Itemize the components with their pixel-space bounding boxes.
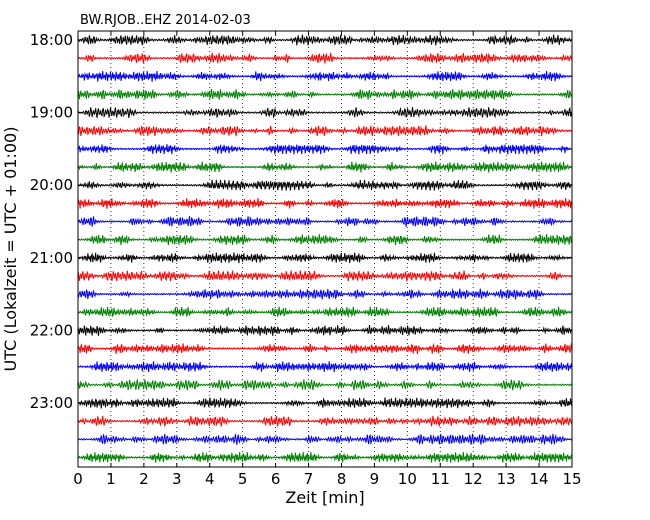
trace-line [77, 34, 573, 46]
x-tick-label: 6 [271, 470, 281, 488]
y-tick-label: 21:00 [30, 249, 73, 267]
trace-line [77, 144, 573, 155]
trace-line [77, 197, 573, 209]
y-tick-label: 19:00 [30, 104, 73, 122]
x-tick-label: 3 [172, 470, 182, 488]
x-axis-label: Zeit [min] [285, 488, 364, 507]
x-tick-label: 2 [139, 470, 149, 488]
x-tick-label: 1 [106, 470, 116, 488]
x-tick-label: 15 [562, 470, 581, 488]
x-tick-label: 10 [398, 470, 417, 488]
y-tick-label: 22:00 [30, 321, 73, 339]
trace-line [77, 324, 573, 336]
trace-line [77, 252, 573, 264]
y-axis-label: UTC (Lokalzeit = UTC + 01:00) [1, 127, 20, 372]
trace-line [77, 415, 573, 428]
trace-line [77, 234, 573, 246]
grid-lines [110, 31, 540, 467]
trace-line [77, 306, 573, 319]
trace-line [77, 397, 573, 409]
plot-frame [77, 30, 573, 468]
trace-line [77, 52, 573, 65]
x-tick-label: 7 [304, 470, 314, 488]
trace-line [77, 106, 573, 119]
x-tick-label: 5 [238, 470, 248, 488]
x-tick-label: 8 [337, 470, 347, 488]
x-axis-ticks: 0 1 2 3 4 5 6 7 8 9 10 11 12 13 14 15 [73, 31, 582, 488]
y-tick-label: 18:00 [30, 31, 73, 49]
trace-line [77, 451, 573, 463]
trace-line [77, 161, 573, 173]
x-tick-label: 14 [530, 470, 549, 488]
x-tick-label: 0 [73, 470, 83, 488]
x-tick-label: 13 [497, 470, 516, 488]
x-tick-label: 12 [464, 470, 483, 488]
y-tick-label: 23:00 [30, 394, 73, 412]
x-tick-label: 9 [370, 470, 380, 488]
trace-line [77, 342, 573, 355]
trace-line [77, 379, 573, 392]
trace-line [77, 216, 573, 228]
chart-title: BW.RJOB..EHZ 2014-02-03 [80, 13, 251, 28]
trace-line [77, 88, 573, 101]
trace-line [77, 361, 573, 373]
y-tick-label: 20:00 [30, 176, 73, 194]
x-tick-label: 4 [205, 470, 215, 488]
trace-line [77, 270, 573, 282]
seismogram-traces [77, 34, 573, 463]
y-axis-ticks: 18:00 19:00 20:00 21:00 22:00 23:00 [30, 31, 572, 412]
trace-line [77, 433, 573, 446]
trace-line [77, 125, 573, 137]
trace-line [77, 70, 573, 82]
trace-line [77, 179, 573, 191]
x-tick-label: 11 [431, 470, 450, 488]
trace-line [77, 288, 573, 300]
